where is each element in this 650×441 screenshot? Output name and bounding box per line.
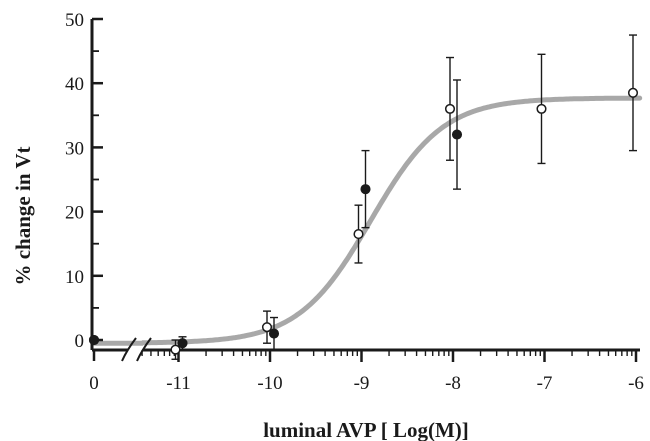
x-tick-label: -9: [354, 373, 370, 394]
fit-curve: [91, 95, 643, 346]
y-tick-label: 40: [65, 74, 84, 95]
filled-data-point: [451, 129, 463, 140]
y-tick-label: 30: [65, 138, 84, 159]
filled-data-point: [88, 334, 100, 346]
x-axis-title: luminal AVP [ Log(M)]: [263, 418, 469, 441]
open-data-point: [444, 103, 456, 114]
x-tick-label: -6: [628, 373, 644, 394]
y-tick-label: 0: [75, 331, 85, 352]
x-tick-label: -7: [537, 373, 553, 394]
filled-data-point: [268, 328, 280, 339]
x-tick-label: 0: [89, 373, 99, 394]
y-tick-label: 50: [65, 10, 84, 31]
open-data-point: [170, 344, 181, 355]
open-data-point: [536, 103, 547, 114]
axis-break-mark: [136, 337, 152, 362]
open-data-point: [261, 322, 273, 333]
open-data-point: [353, 229, 364, 240]
y-tick-label: 20: [65, 203, 84, 224]
x-tick-label: -10: [257, 373, 282, 394]
y-axis-title: % change in Vt: [11, 146, 35, 285]
x-tick-label: -8: [445, 373, 461, 394]
x-tick-label: -11: [166, 373, 191, 394]
filled-data-point: [177, 338, 188, 349]
y-tick-label: 10: [65, 267, 84, 288]
axis-break-mark: [121, 337, 137, 362]
open-data-point: [627, 87, 639, 98]
filled-data-point: [360, 184, 371, 195]
